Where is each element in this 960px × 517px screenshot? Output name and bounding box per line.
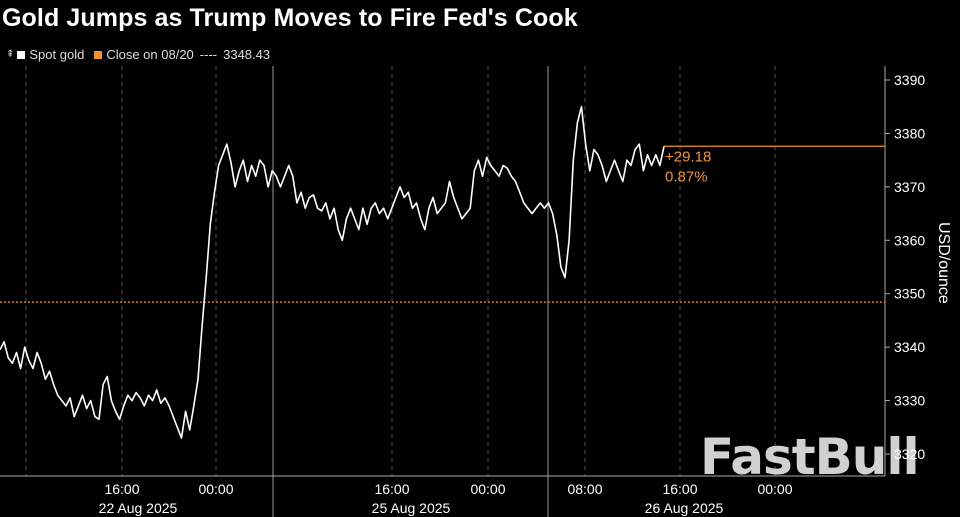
- annotation-percent: 0.87%: [665, 168, 708, 185]
- legend-spot-gold-label: Spot gold: [29, 47, 85, 62]
- x-time-label: 16:00: [374, 481, 409, 497]
- y-axis-ticks: 3320 3330 3340 3350 3360 3370 3380 3390: [885, 72, 925, 462]
- annotation-change: +29.18: [665, 148, 711, 165]
- x-time-label: 08:00: [567, 481, 602, 497]
- legend-close-dashes: ----: [199, 47, 218, 62]
- x-day-label: 25 Aug 2025: [372, 500, 451, 516]
- y-tick-label: 3330: [894, 393, 925, 409]
- x-day-label: 26 Aug 2025: [645, 500, 724, 516]
- x-time-label: 16:00: [104, 481, 139, 497]
- y-tick-label: 3380: [894, 125, 925, 141]
- y-tick-label: 3320: [894, 446, 925, 462]
- legend-spot-gold-swatch: [17, 50, 26, 59]
- chart-legend: ⇞ Spot gold Close on 08/20 ---- 3348.43: [6, 47, 280, 62]
- y-tick-label: 3360: [894, 232, 925, 248]
- legend-close-value: 3348.43: [223, 47, 271, 62]
- y-axis-label: USD/ounce: [935, 222, 952, 304]
- x-axis-labels: 16:00 00:00 16:00 00:00 08:00 16:00 00:00 22 Au…: [99, 481, 793, 516]
- fastbull-logo: FastBull: [700, 428, 920, 486]
- legend-toggle-icon[interactable]: ⇞: [6, 49, 15, 60]
- x-day-label: 22 Aug 2025: [99, 500, 178, 516]
- legend-close[interactable]: Close on 08/20 ---- 3348.43: [94, 47, 270, 62]
- series-line-spot-gold: [0, 105, 665, 439]
- x-time-label: 00:00: [470, 481, 505, 497]
- chart-headline: Gold Jumps as Trump Moves to Fire Fed's …: [2, 4, 578, 32]
- x-time-label: 16:00: [662, 481, 697, 497]
- legend-close-swatch: [94, 50, 103, 59]
- y-tick-label: 3340: [894, 339, 925, 355]
- x-time-label: 00:00: [198, 481, 233, 497]
- y-tick-label: 3390: [894, 72, 925, 88]
- y-tick-label: 3370: [894, 179, 925, 195]
- legend-close-label: Close on 08/20: [106, 47, 194, 62]
- chart-axes: [0, 66, 886, 477]
- legend-spot-gold[interactable]: ⇞ Spot gold: [6, 47, 84, 62]
- y-tick-label: 3350: [894, 286, 925, 302]
- vertical-gridlines: [25, 66, 776, 517]
- x-time-label: 00:00: [757, 481, 792, 497]
